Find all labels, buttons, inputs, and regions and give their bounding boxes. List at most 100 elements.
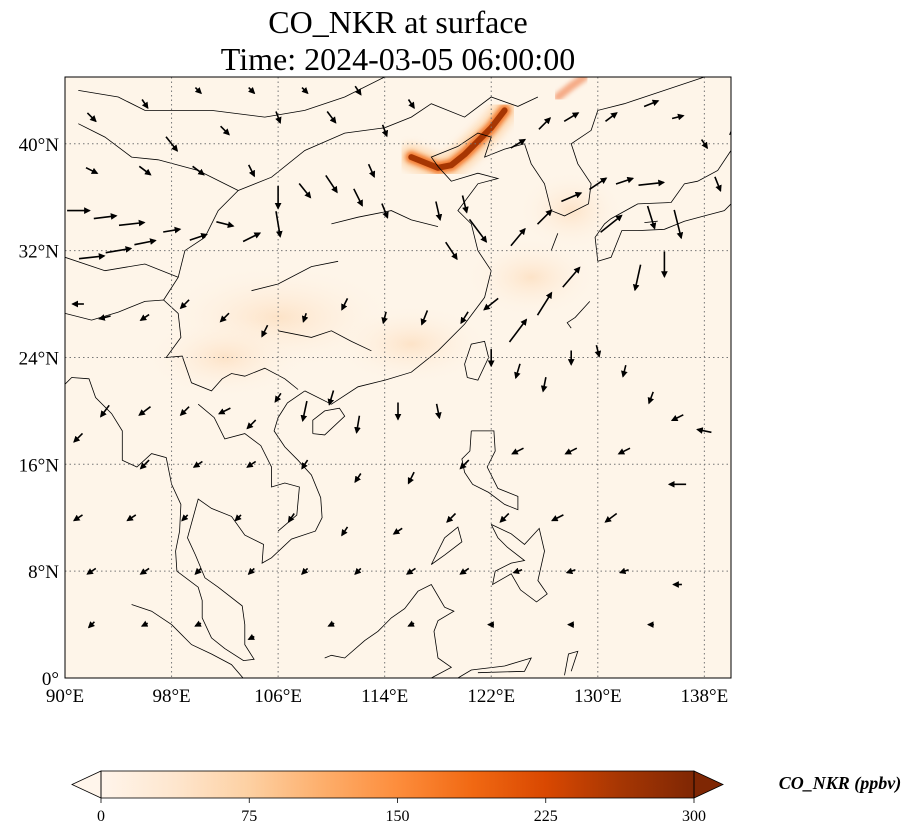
wind-arrow (435, 201, 443, 222)
concentration-haze (144, 170, 625, 398)
wind-arrow (192, 165, 205, 176)
wind-arrow (165, 136, 179, 152)
wind-arrow (392, 527, 403, 535)
wind-arrow (99, 404, 110, 418)
wind-arrow (510, 227, 526, 247)
wind-arrow (217, 407, 231, 415)
lat-tick-label: 8°N (28, 562, 59, 583)
colorbar: 0 75 150 225 300 CO_NKR (ppbv) (71, 770, 901, 825)
wind-arrow (700, 139, 708, 150)
wind-arrow (181, 514, 189, 522)
wind-arrow (562, 266, 581, 288)
wind-arrow (234, 514, 242, 522)
coastline (65, 377, 323, 662)
lon-tick-label: 98°E (152, 686, 190, 707)
wind-arrow (670, 414, 684, 422)
wind-arrow (673, 209, 684, 240)
wind-arrow (540, 377, 548, 393)
map-panel (65, 77, 731, 678)
wind-arrow (565, 567, 576, 575)
coastline (729, 129, 731, 135)
wind-arrow (561, 192, 583, 203)
coastline (238, 96, 539, 191)
wind-arrow (247, 164, 256, 178)
colorbar-tick-label: 300 (682, 808, 706, 825)
wind-arrow (194, 87, 202, 95)
wind-arrow (671, 113, 685, 121)
wind-arrow (326, 111, 337, 124)
wind-arrow (367, 163, 376, 179)
wind-arrow (435, 403, 442, 420)
wind-arrow (179, 406, 190, 417)
wind-arrow (354, 85, 362, 96)
wind-arrow (246, 460, 257, 468)
wind-arrow (381, 203, 389, 219)
secondary-plume (553, 77, 589, 102)
wind-arrow (563, 112, 580, 122)
wind-arrow (604, 512, 618, 523)
wind-arrow (86, 112, 97, 123)
wind-arrow (327, 390, 335, 406)
colorbar-tick-label: 75 (241, 808, 257, 825)
wind-arrow (341, 298, 349, 311)
wind-arrow (300, 400, 308, 423)
wind-arrow (353, 188, 363, 207)
lat-tick-label: 24°N (19, 348, 60, 369)
wind-arrow (138, 406, 151, 416)
lon-tick-labels: 90°E 98°E 106°E 114°E 122°E 130°E 138°E (46, 686, 728, 707)
wind-arrow (242, 232, 262, 243)
co-plume (398, 77, 589, 181)
lon-tick-label: 130°E (574, 686, 622, 707)
wind-arrow (514, 363, 521, 380)
coastline (197, 403, 300, 532)
wind-arrow (536, 209, 553, 225)
wind-arrow (189, 233, 208, 241)
lon-tick-label: 90°E (46, 686, 84, 707)
wind-arrow (512, 567, 523, 575)
wind-arrow (605, 112, 618, 122)
wind-arrow (714, 176, 722, 193)
wind-arrow (459, 567, 470, 575)
wind-arrow (618, 567, 629, 575)
wind-arrow (248, 87, 256, 95)
colorbar-gradient (101, 771, 694, 798)
coastline (597, 203, 731, 262)
lon-tick-label: 122°E (467, 686, 515, 707)
wind-arrow (499, 512, 510, 523)
wind-arrow (381, 311, 388, 325)
wind-arrow (446, 512, 457, 523)
wind-arrow (275, 211, 283, 238)
wind-arrow (405, 567, 416, 575)
wind-arrow (219, 312, 230, 323)
wind-arrow (445, 241, 458, 261)
coastline (594, 150, 731, 262)
wind-arrow (301, 459, 309, 470)
coastlines-borders (65, 77, 731, 678)
coastline (65, 256, 179, 278)
wind-arrow (550, 514, 564, 522)
map-title-line2: Time: 2024-03-05 06:00:00 (221, 41, 575, 77)
map-frame (64, 76, 732, 679)
coastline (566, 301, 591, 329)
wind-arrow (87, 621, 95, 629)
wind-arrow (536, 291, 553, 316)
wind-arrow (141, 99, 149, 110)
wind-arrow (139, 567, 150, 575)
wind-arrow (407, 471, 415, 485)
wind-arrow (459, 459, 470, 470)
wind-arrow (461, 195, 469, 214)
plume-core (408, 107, 508, 171)
coastline (430, 526, 463, 565)
wind-arrow (216, 221, 235, 228)
colorbar-tick-label: 225 (534, 808, 558, 825)
lon-tick-label: 106°E (254, 686, 302, 707)
wind-arrow (420, 310, 429, 326)
wind-arrow (301, 312, 309, 323)
wind-arrow (105, 246, 133, 254)
wind-arrow (85, 166, 99, 175)
coastline (490, 524, 548, 603)
wind-arrow (621, 365, 628, 378)
colorbar-tick-label: 0 (97, 808, 105, 825)
colorbar-extend-high (693, 770, 724, 799)
